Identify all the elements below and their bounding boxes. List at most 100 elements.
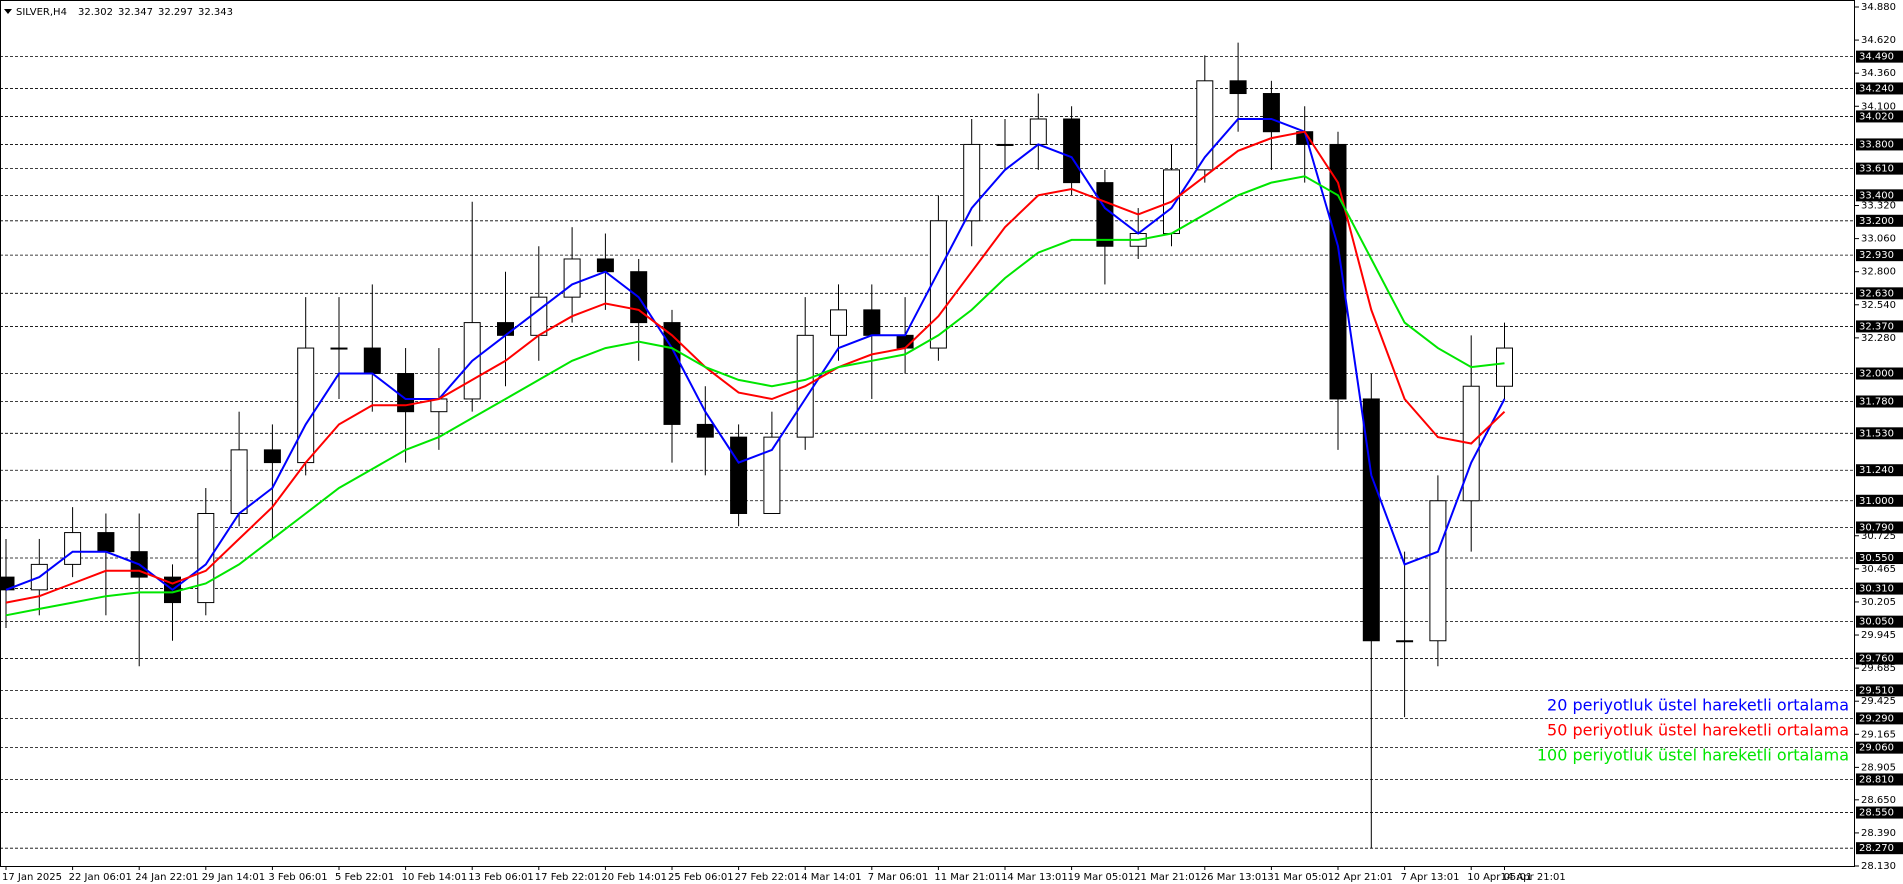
- x-tick-label: 4 Mar 14:01: [801, 872, 861, 883]
- y-tick-label: 30.465: [1861, 564, 1896, 575]
- x-tick-label: 21 Mar 21:01: [1134, 872, 1201, 883]
- level-label-box: [1856, 427, 1903, 440]
- level-label-box: [1856, 741, 1903, 754]
- candle-body: [64, 532, 82, 565]
- level-label-box: [1856, 50, 1903, 63]
- x-tick-label: 13 Feb 06:01: [468, 872, 534, 883]
- x-tick-label: 14 Mar 13:01: [1001, 872, 1068, 883]
- x-tick-label: 31 Mar 05:01: [1267, 872, 1334, 883]
- y-tick-label: 30.725: [1861, 531, 1896, 542]
- candle-body: [1496, 347, 1513, 387]
- candle-body: [363, 347, 381, 375]
- level-label-box: [1856, 464, 1903, 477]
- level-label-box: [1856, 82, 1903, 95]
- collapse-arrow: [4, 9, 12, 14]
- x-tick-label: 25 Feb 06:01: [668, 872, 734, 883]
- candle-body: [1362, 398, 1380, 642]
- level-label: 30.310: [1859, 584, 1894, 595]
- level-label-box: [1856, 395, 1903, 408]
- level-label: 34.490: [1859, 52, 1894, 63]
- y-tick-label: 28.905: [1861, 762, 1896, 773]
- level-label-box: [1856, 494, 1903, 507]
- level-label: 28.550: [1859, 808, 1894, 819]
- level-label-box: [1856, 712, 1903, 725]
- level-label: 33.610: [1859, 164, 1894, 175]
- level-label-box: [1856, 582, 1903, 595]
- level-label: 30.790: [1859, 522, 1894, 533]
- level-label-box: [1856, 842, 1903, 855]
- level-label: 29.510: [1859, 685, 1894, 696]
- candle-body: [1329, 143, 1347, 400]
- x-tick-label: 14 Apr 21:01: [1501, 872, 1566, 883]
- level-label-box: [1856, 320, 1903, 333]
- level-label: 31.780: [1859, 397, 1894, 408]
- level-label-box: [1856, 806, 1903, 819]
- candle-body: [497, 322, 514, 336]
- x-tick-label: 24 Jan 22:01: [135, 872, 198, 883]
- candle-body: [996, 143, 1014, 146]
- level-label-box: [1856, 287, 1903, 300]
- legend-entry: 50 periyotluk üstel hareketli ortalama: [1547, 721, 1849, 740]
- x-tick-label: 10 Feb 14:01: [402, 872, 468, 883]
- y-tick-label: 32.280: [1861, 333, 1896, 344]
- y-tick-label: 34.100: [1861, 101, 1896, 112]
- level-label-box: [1856, 773, 1903, 786]
- candle-body: [730, 436, 748, 514]
- level-label: 30.050: [1859, 617, 1894, 628]
- candle-body: [830, 309, 847, 336]
- y-tick-label: 34.620: [1861, 35, 1896, 46]
- candle-body: [1063, 118, 1081, 184]
- level-label-box: [1856, 162, 1903, 175]
- candle-body: [963, 143, 981, 222]
- candle-body: [763, 436, 781, 514]
- level-label: 32.370: [1859, 321, 1894, 332]
- level-label-box: [1856, 615, 1903, 628]
- y-tick-label: 32.540: [1861, 300, 1896, 311]
- quote-value: 32.302: [78, 7, 113, 18]
- x-tick-label: 26 Mar 13:01: [1201, 872, 1268, 883]
- candle-body: [1096, 182, 1114, 247]
- y-tick-label: 28.390: [1861, 828, 1896, 839]
- candle-body: [297, 347, 315, 464]
- x-tick-label: 17 Jan 2025: [2, 872, 62, 883]
- level-label: 32.630: [1859, 288, 1894, 299]
- candle-body: [1262, 93, 1280, 133]
- level-label: 33.200: [1859, 216, 1894, 227]
- level-label: 29.290: [1859, 713, 1894, 724]
- y-tick-label: 30.205: [1861, 597, 1896, 608]
- x-tick-label: 7 Apr 13:01: [1401, 872, 1460, 883]
- x-tick-label: 10 Apr 05:01: [1467, 872, 1532, 883]
- candle-body: [263, 449, 281, 464]
- y-tick-label: 28.130: [1861, 861, 1896, 872]
- candle-body: [0, 576, 15, 591]
- y-tick-label: 29.425: [1861, 696, 1896, 707]
- x-tick-label: 22 Jan 06:01: [69, 872, 132, 883]
- candle-body: [863, 309, 881, 336]
- candle-body: [1029, 118, 1047, 145]
- level-label: 32.000: [1859, 369, 1894, 380]
- y-tick-label: 34.360: [1861, 68, 1896, 79]
- y-tick-label: 34.880: [1861, 2, 1896, 13]
- ema-line: [5, 118, 1506, 592]
- candle-body: [197, 512, 215, 604]
- y-tick-label: 29.165: [1861, 729, 1896, 740]
- level-label: 30.550: [1859, 553, 1894, 564]
- level-label: 33.400: [1859, 190, 1894, 201]
- level-label: 33.800: [1859, 139, 1894, 150]
- level-label: 28.270: [1859, 843, 1894, 854]
- candle-body: [530, 296, 548, 336]
- level-label-box: [1856, 521, 1903, 534]
- x-tick-label: 19 Mar 05:01: [1068, 872, 1135, 883]
- level-label-box: [1856, 249, 1903, 262]
- y-tick-label: 33.060: [1861, 234, 1896, 245]
- level-label-box: [1856, 684, 1903, 697]
- level-label: 31.530: [1859, 428, 1894, 439]
- candle-body: [563, 258, 581, 298]
- level-label: 28.810: [1859, 774, 1894, 785]
- candle-body: [1196, 80, 1214, 171]
- quote-value: 32.347: [118, 7, 153, 18]
- x-tick-label: 2 Apr 21:01: [1334, 872, 1393, 883]
- chart-title: SILVER,H4: [16, 7, 67, 18]
